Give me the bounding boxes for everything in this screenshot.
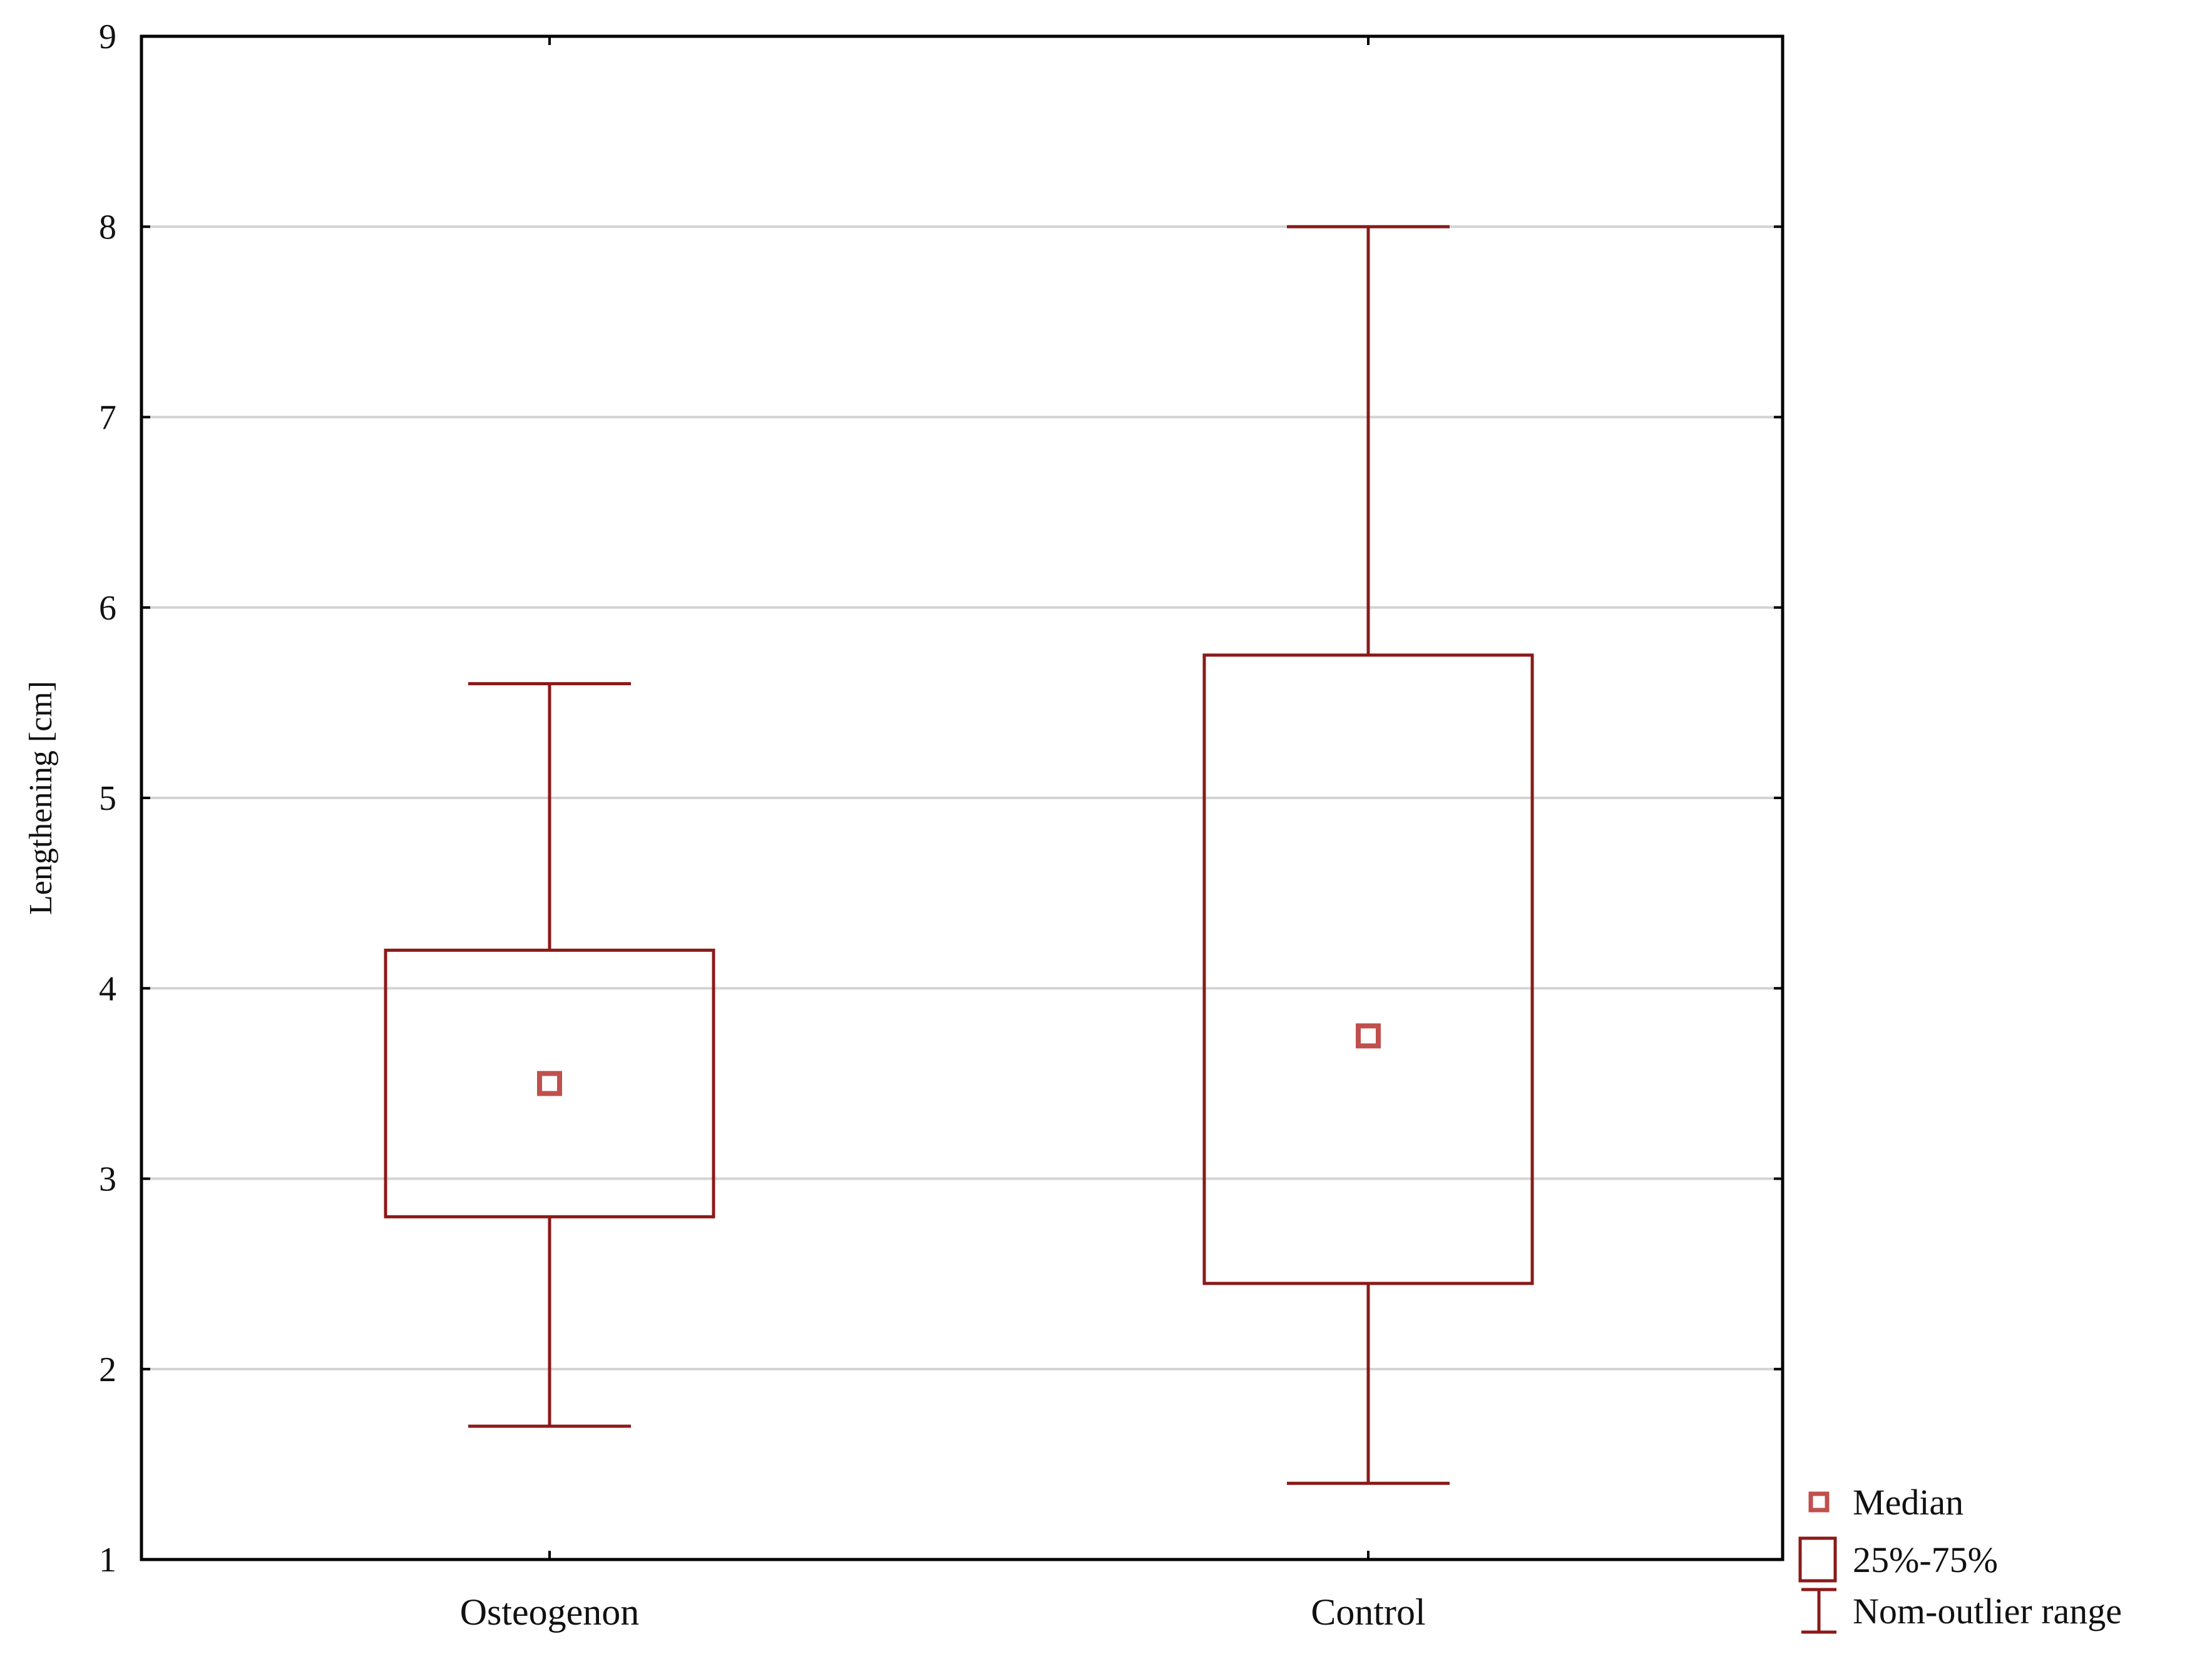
x-category-label: Osteogenon <box>460 1591 640 1633</box>
legend: Median 25%-75% Nom-outlier range <box>1798 1482 2122 1634</box>
box-control <box>1202 225 1534 1485</box>
y-tick-label: 8 <box>99 208 116 247</box>
box-series <box>384 225 1534 1485</box>
legend-label: 25%-75% <box>1853 1539 1998 1580</box>
y-tick-label: 6 <box>99 589 116 628</box>
median-marker <box>1356 1023 1381 1049</box>
y-tick-label: 5 <box>99 779 116 818</box>
y-tick-label: 2 <box>99 1350 116 1389</box>
y-tick-label: 9 <box>99 18 116 56</box>
legend-label: Nom-outlier range <box>1853 1591 2122 1631</box>
iqr-box <box>1202 653 1534 1285</box>
legend-median-icon <box>1808 1491 1830 1513</box>
legend-item: Median <box>1808 1482 1964 1523</box>
y-axis-ticks: 1 2 3 4 5 6 7 8 9 <box>99 18 1783 1580</box>
y-tick-label: 1 <box>99 1541 116 1580</box>
gridlines <box>141 225 1783 1371</box>
legend-item: Nom-outlier range <box>1801 1588 2122 1634</box>
x-axis-ticks: Osteogenon Control <box>460 36 1426 1633</box>
legend-box-icon <box>1798 1536 1837 1583</box>
y-tick-label: 4 <box>99 969 116 1008</box>
x-category-label: Control <box>1311 1591 1425 1633</box>
y-tick-label: 3 <box>99 1160 116 1199</box>
legend-label: Median <box>1853 1482 1964 1523</box>
legend-whisker-icon <box>1801 1588 1836 1634</box>
y-axis-title: Lengthening [cm] <box>23 681 59 915</box>
median-marker <box>537 1071 562 1096</box>
legend-item: 25%-75% <box>1798 1536 1998 1583</box>
box-osteogenon <box>384 682 715 1428</box>
iqr-box <box>384 948 715 1218</box>
y-tick-label: 7 <box>99 399 116 437</box>
